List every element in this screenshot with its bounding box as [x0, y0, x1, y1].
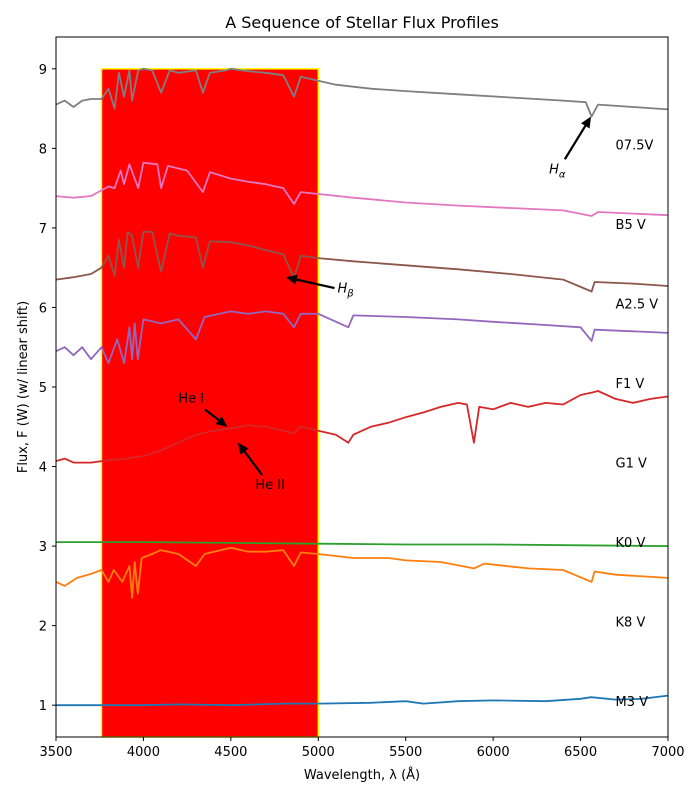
y-tick-label: 7: [39, 222, 47, 237]
y-tick-label: 3: [39, 540, 47, 555]
x-tick-label: 7000: [651, 745, 684, 760]
series-labels: M3 V K8 V K0 V G1 V F1 V A2.5 V B5 V 07.5V: [616, 138, 659, 710]
y-tick-label: 5: [39, 381, 47, 396]
x-tick-label: 3500: [39, 745, 72, 760]
annotation-arrowhead-h-alpha: [581, 116, 592, 129]
x-tick-label: 4500: [214, 745, 247, 760]
y-tick-label: 8: [39, 142, 47, 157]
annotation-arrowhead-he-i: [215, 416, 228, 427]
x-tick-label: 5000: [302, 745, 335, 760]
y-tick-label: 9: [39, 63, 47, 78]
series-label-7: 07.5V: [616, 138, 654, 153]
annotation-arrow-h-alpha: [563, 125, 587, 160]
x-tick-label: 4000: [127, 745, 160, 760]
series-label-2: K0 V: [616, 536, 646, 551]
annotation-h-beta: Hβ: [338, 282, 355, 300]
series-line-2: [56, 541, 668, 547]
series-label-5: A2.5 V: [616, 297, 659, 312]
series-line-6: [56, 161, 668, 217]
x-tick-label: 6500: [564, 745, 597, 760]
annotation-h-alpha: Hα: [549, 162, 566, 180]
series-line-5: [56, 231, 668, 293]
series-line-4: [56, 310, 668, 364]
annotation-arrow-he-i: [204, 408, 220, 421]
annotation-arrowhead-he-ii: [237, 442, 249, 455]
series-label-1: K8 V: [616, 616, 646, 631]
annotation-arrow-he-ii: [243, 450, 264, 476]
y-tick-label: 6: [39, 301, 47, 316]
highlight-band-layer: [100, 68, 320, 738]
series-label-3: G1 V: [616, 457, 647, 472]
series-line-3: [56, 390, 668, 464]
annotations: Hα Hβ He I He II: [178, 116, 592, 493]
annotation-arrow-h-beta: [296, 278, 335, 290]
series-line-7: [56, 67, 668, 118]
annotation-he-i: He I: [178, 391, 204, 406]
y-tick-label: 2: [39, 620, 47, 635]
y-tick-label: 4: [39, 461, 47, 476]
chart-title: A Sequence of Stellar Flux Profiles: [225, 13, 499, 32]
y-tick-label: 1: [39, 699, 47, 714]
series-line-0: [56, 694, 668, 707]
x-axis-label: Wavelength, λ (Å): [304, 767, 420, 783]
axis-ticks: 3500 4000 4500 5000 5500 6000 6500 7000 1 2 3 4 5 6 7 8…: [39, 63, 685, 760]
x-tick-label: 5500: [389, 745, 422, 760]
series-label-0: M3 V: [616, 695, 649, 710]
highlight-band: [100, 68, 320, 738]
series-label-6: B5 V: [616, 218, 646, 233]
y-axis-label: Flux, F (W) (w/ linear shift): [16, 301, 31, 473]
series-label-4: F1 V: [616, 377, 645, 392]
annotation-he-ii: He II: [255, 478, 285, 493]
annotation-arrowhead-h-beta: [285, 274, 298, 285]
x-tick-label: 6000: [477, 745, 510, 760]
series-layer: [56, 67, 668, 707]
series-line-1: [56, 546, 668, 599]
